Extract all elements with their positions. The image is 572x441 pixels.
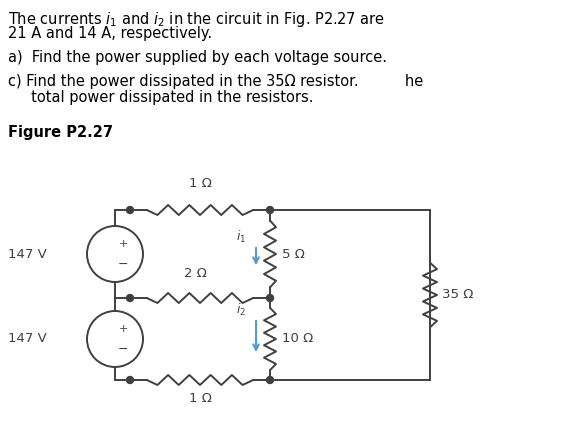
Text: $i_1$: $i_1$ (236, 229, 246, 245)
Text: +: + (118, 324, 128, 334)
Text: total power dissipated in the resistors.: total power dissipated in the resistors. (8, 90, 313, 105)
Text: +: + (118, 239, 128, 249)
Text: −: − (118, 343, 128, 355)
Text: The currents $i_1$ and $i_2$ in the circuit in Fig. P2.27 are: The currents $i_1$ and $i_2$ in the circ… (8, 10, 385, 29)
Circle shape (126, 377, 133, 384)
Circle shape (126, 295, 133, 302)
Text: 5 Ω: 5 Ω (282, 247, 305, 261)
Text: −: − (118, 258, 128, 270)
Text: 1 Ω: 1 Ω (189, 392, 212, 405)
Text: Figure P2.27: Figure P2.27 (8, 125, 113, 140)
Text: 21 A and 14 A, respectively.: 21 A and 14 A, respectively. (8, 26, 212, 41)
Text: 147 V: 147 V (8, 333, 47, 345)
Text: c) Find the power dissipated in the 35Ω resistor.          he: c) Find the power dissipated in the 35Ω … (8, 74, 423, 89)
Circle shape (126, 206, 133, 213)
Text: 147 V: 147 V (8, 247, 47, 261)
Circle shape (267, 295, 273, 302)
Circle shape (267, 206, 273, 213)
Text: a)  Find the power supplied by each voltage source.: a) Find the power supplied by each volta… (8, 50, 387, 65)
Text: $i_2$: $i_2$ (236, 302, 246, 318)
Text: 10 Ω: 10 Ω (282, 333, 313, 345)
Circle shape (267, 377, 273, 384)
Text: 2 Ω: 2 Ω (184, 267, 206, 280)
Text: 1 Ω: 1 Ω (189, 177, 212, 190)
Text: 35 Ω: 35 Ω (442, 288, 474, 302)
